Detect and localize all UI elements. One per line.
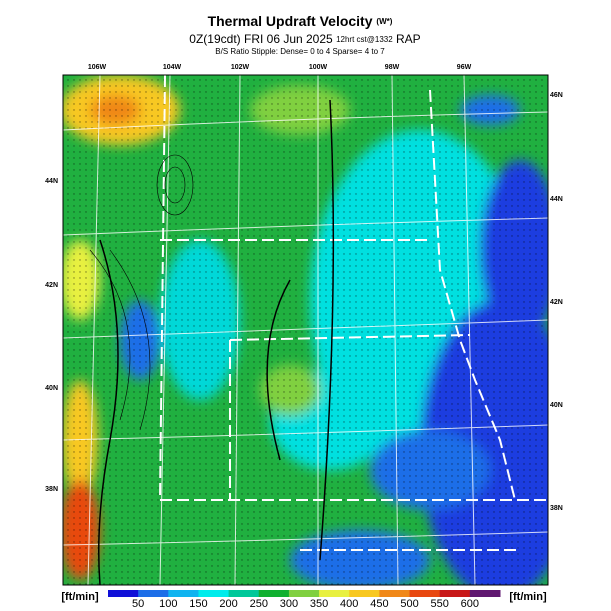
colorbar-label: 550 bbox=[431, 598, 449, 610]
lat-label-left: 44N bbox=[45, 178, 58, 185]
map-labels: 106W 104W 102W 100W 98W 96W 44N 42N 40N 38N 46N 44N… bbox=[45, 64, 563, 512]
colorbar-swatch bbox=[469, 590, 501, 597]
map-frame bbox=[62, 74, 549, 586]
colorbar-swatch bbox=[439, 590, 471, 597]
lat-label-left: 42N bbox=[45, 282, 58, 289]
colorbar-swatch bbox=[198, 590, 230, 597]
stipple-note: B/S Ratio Stipple: Dense= 0 to 4 Sparse=… bbox=[215, 47, 385, 56]
colorbar-swatch bbox=[138, 590, 169, 597]
colorbar-swatch bbox=[379, 590, 411, 597]
lat-label-right: 42N bbox=[550, 299, 563, 306]
colorbar-swatch bbox=[288, 590, 320, 597]
colorbar-label: 50 bbox=[132, 598, 144, 610]
colorbar-swatch bbox=[319, 590, 350, 597]
lat-label-left: 40N bbox=[45, 385, 58, 392]
colorbar-label: 200 bbox=[219, 598, 237, 610]
lon-label: 96W bbox=[457, 64, 472, 71]
colorbar-label: 600 bbox=[461, 598, 479, 610]
map-field bbox=[63, 75, 548, 585]
colorbar-unit-right: [ft/min] bbox=[509, 591, 547, 603]
colorbar-label: 150 bbox=[189, 598, 207, 610]
title-text: Thermal Updraft Velocity bbox=[208, 13, 373, 29]
lat-label-right: 44N bbox=[550, 196, 563, 203]
colorbar-label: 300 bbox=[280, 598, 298, 610]
colorbar-label: 450 bbox=[370, 598, 388, 610]
colorbar-unit-left: [ft/min] bbox=[61, 591, 99, 603]
colorbar-label: 250 bbox=[250, 598, 268, 610]
colorbar-swatch bbox=[349, 590, 380, 597]
lon-label: 106W bbox=[88, 64, 107, 71]
colorbar-label: 500 bbox=[400, 598, 418, 610]
colorbar-swatch bbox=[228, 590, 260, 597]
colorbar-swatch bbox=[108, 590, 139, 597]
colorbar-label: 350 bbox=[310, 598, 328, 610]
colorbar-swatch bbox=[168, 590, 199, 597]
lon-label: 100W bbox=[309, 64, 328, 71]
colorbar: [ft/min] [ft/min] 50 100 150 200 250 300 350 40… bbox=[61, 590, 547, 610]
lat-label-right: 38N bbox=[550, 505, 563, 512]
subtitle: 0Z(19cdt) FRI 06 Jun 2025 12hrt cst@1332… bbox=[189, 32, 420, 46]
subtitle-small: 12hrt cst@1332 bbox=[336, 35, 393, 44]
colorbar-label: 100 bbox=[159, 598, 177, 610]
lat-label-left: 38N bbox=[45, 486, 58, 493]
subtitle-main: 0Z(19cdt) FRI 06 Jun 2025 bbox=[189, 32, 333, 46]
colorbar-label: 400 bbox=[340, 598, 358, 610]
lat-label-right: 40N bbox=[550, 402, 563, 409]
colorbar-swatch bbox=[258, 590, 290, 597]
lon-label: 102W bbox=[231, 64, 250, 71]
lon-label: 104W bbox=[163, 64, 182, 71]
lat-label-right: 46N bbox=[550, 92, 563, 99]
title: Thermal Updraft Velocity (W*) bbox=[208, 13, 393, 29]
subtitle-model: RAP bbox=[396, 32, 421, 46]
lon-label: 98W bbox=[385, 64, 400, 71]
colorbar-swatch bbox=[409, 590, 441, 597]
title-unit: (W*) bbox=[376, 17, 392, 26]
